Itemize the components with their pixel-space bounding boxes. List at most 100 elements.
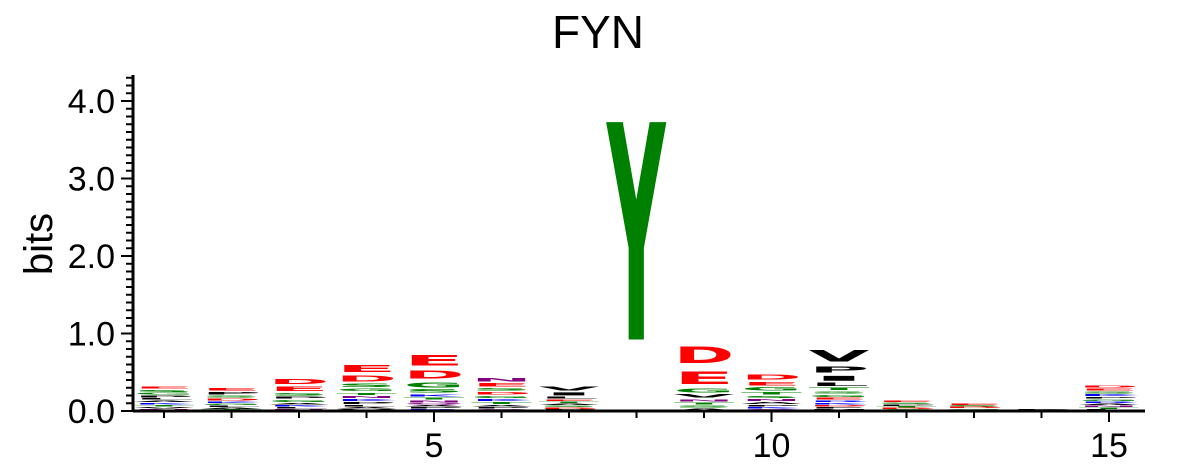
y-tick-label: 3.0 bbox=[68, 161, 115, 199]
letter-V-pos-7: V bbox=[539, 385, 600, 391]
letter-A-pos-2: A bbox=[201, 408, 262, 410]
stack-position-9: ASTNVGED bbox=[674, 343, 735, 411]
letter-P-pos-11: P bbox=[809, 365, 870, 374]
letter-T-pos-9: T bbox=[674, 402, 735, 405]
letter-G-pos-6: G bbox=[471, 395, 532, 398]
letter-V-pos-9: V bbox=[674, 394, 735, 399]
letter-S-pos-11: S bbox=[809, 391, 870, 394]
letter-T-pos-1: T bbox=[134, 405, 195, 407]
letter-E-pos-2: E bbox=[201, 387, 262, 391]
letter-S-pos-15: S bbox=[1079, 391, 1140, 394]
letter-G-pos-2: G bbox=[201, 403, 262, 405]
letter-E-pos-1: E bbox=[134, 386, 195, 389]
letter-G-pos-10: G bbox=[741, 387, 802, 392]
letter-D-pos-2: D bbox=[201, 398, 262, 401]
letter-N-pos-15: N bbox=[1079, 406, 1140, 408]
letter-K-pos-4: K bbox=[336, 399, 397, 402]
letter-D-pos-13: D bbox=[944, 407, 1005, 409]
letter-G-pos-3: G bbox=[269, 399, 330, 402]
letter-K-pos-1: K bbox=[134, 402, 195, 404]
letter-E-pos-9: E bbox=[674, 369, 735, 388]
letter-L-pos-2: L bbox=[201, 406, 262, 408]
letter-L-pos-3: L bbox=[269, 407, 330, 409]
letter-V-pos-11: V bbox=[809, 347, 870, 366]
letter-E-pos-4: E bbox=[336, 363, 397, 374]
letter-N-pos-6: N bbox=[471, 377, 532, 382]
x-tick-label: 5 bbox=[425, 427, 444, 465]
letter-D-pos-4: D bbox=[336, 374, 397, 383]
y-axis-label: bits bbox=[17, 213, 61, 275]
letter-L-pos-11: L bbox=[809, 382, 870, 387]
letter-A-pos-10: A bbox=[741, 402, 802, 405]
letter-A-pos-3: A bbox=[269, 402, 330, 404]
letter-G-pos-4: G bbox=[336, 388, 397, 392]
letter-K-pos-2: K bbox=[201, 401, 262, 403]
letter-L-pos-4: L bbox=[336, 404, 397, 406]
letter-K-pos-15: K bbox=[1079, 394, 1140, 397]
letter-P-pos-5: P bbox=[404, 407, 465, 409]
stack-position-6: QPATKGDSEN bbox=[471, 377, 532, 411]
letter-A-pos-7: A bbox=[539, 404, 600, 406]
letter-R-pos-11: R bbox=[809, 400, 870, 402]
letter-P-pos-1: P bbox=[134, 395, 195, 398]
letter-E-pos-5: E bbox=[404, 352, 465, 369]
letter-S-pos-13: S bbox=[944, 405, 1005, 407]
axes: 0.0 1.0 2.0 3.0 4.0 5 10 15 bbox=[68, 75, 1145, 465]
letter-K-pos-6: K bbox=[471, 399, 532, 402]
letter-S-pos-4: S bbox=[336, 384, 397, 389]
stack-position-10: QKPANSTGED bbox=[741, 374, 802, 411]
x-tick-label: 10 bbox=[753, 427, 791, 465]
stack-position-12: GDTPSE bbox=[876, 400, 937, 411]
letter-A-pos-15: A bbox=[1079, 404, 1140, 406]
letter-D-pos-3: D bbox=[269, 378, 330, 386]
letter-S-pos-6: S bbox=[471, 387, 532, 391]
letter-P-pos-6: P bbox=[471, 407, 532, 409]
x-tick-label: 15 bbox=[1090, 427, 1128, 465]
letter-S-pos-5: S bbox=[404, 389, 465, 394]
letter-E-pos-12: E bbox=[876, 400, 937, 402]
letter-D-pos-7: D bbox=[539, 408, 600, 410]
letter-S-pos-9: S bbox=[674, 405, 735, 408]
y-tick-label: 4.0 bbox=[68, 83, 115, 121]
letter-P-pos-14: P bbox=[1011, 409, 1072, 410]
letter-T-pos-7: T bbox=[539, 401, 600, 403]
letter-T-pos-4: T bbox=[336, 392, 397, 395]
letter-P-pos-10: P bbox=[741, 404, 802, 406]
letter-D-pos-12: D bbox=[876, 408, 937, 410]
stack-position-1: NVTKALPGSE bbox=[134, 386, 195, 411]
letter-T-pos-10: T bbox=[741, 391, 802, 395]
y-tick-label: 1.0 bbox=[68, 316, 115, 354]
letter-N-pos-9: N bbox=[674, 399, 735, 402]
stack-position-7: PDSATELIV bbox=[539, 385, 600, 411]
letter-S-pos-10: S bbox=[741, 395, 802, 398]
letter-R-pos-15: R bbox=[1079, 401, 1140, 403]
letter-K-pos-3: K bbox=[269, 405, 330, 407]
letter-N-pos-5: N bbox=[404, 400, 465, 403]
letter-K-pos-10: K bbox=[741, 407, 802, 409]
stack-position-11: MFDKREGSTLIPV bbox=[809, 347, 870, 411]
letter-T-pos-11: T bbox=[809, 387, 870, 391]
letter-E-pos-3: E bbox=[269, 385, 330, 392]
letter-A-pos-1: A bbox=[134, 400, 195, 402]
chart-title: FYN bbox=[552, 6, 644, 58]
stack-position-4: VALPKNTGSDE bbox=[336, 363, 397, 411]
y-tick-label: 0.0 bbox=[68, 393, 115, 431]
letter-E-pos-10: E bbox=[741, 381, 802, 386]
letter-E-pos-7: E bbox=[539, 399, 600, 401]
letter-G-pos-9: G bbox=[674, 388, 735, 394]
stack-position-15: LTNARGPKSED bbox=[1079, 385, 1140, 411]
letter-P-pos-15: P bbox=[1079, 397, 1140, 399]
letter-G-pos-1: G bbox=[134, 392, 195, 395]
letter-S-pos-7: S bbox=[539, 406, 600, 408]
stack-position-8: Y bbox=[606, 62, 667, 410]
letter-A-pos-4: A bbox=[336, 407, 397, 409]
letter-D-pos-6: D bbox=[471, 391, 532, 395]
letter-E-pos-13: E bbox=[944, 403, 1005, 405]
letter-T-pos-15: T bbox=[1079, 408, 1140, 410]
letter-N-pos-4: N bbox=[336, 396, 397, 399]
letter-V-pos-1: V bbox=[134, 407, 195, 409]
letter-P-pos-3: P bbox=[269, 396, 330, 399]
letter-P-pos-12: P bbox=[876, 404, 937, 406]
letter-F-pos-11: F bbox=[809, 407, 870, 409]
